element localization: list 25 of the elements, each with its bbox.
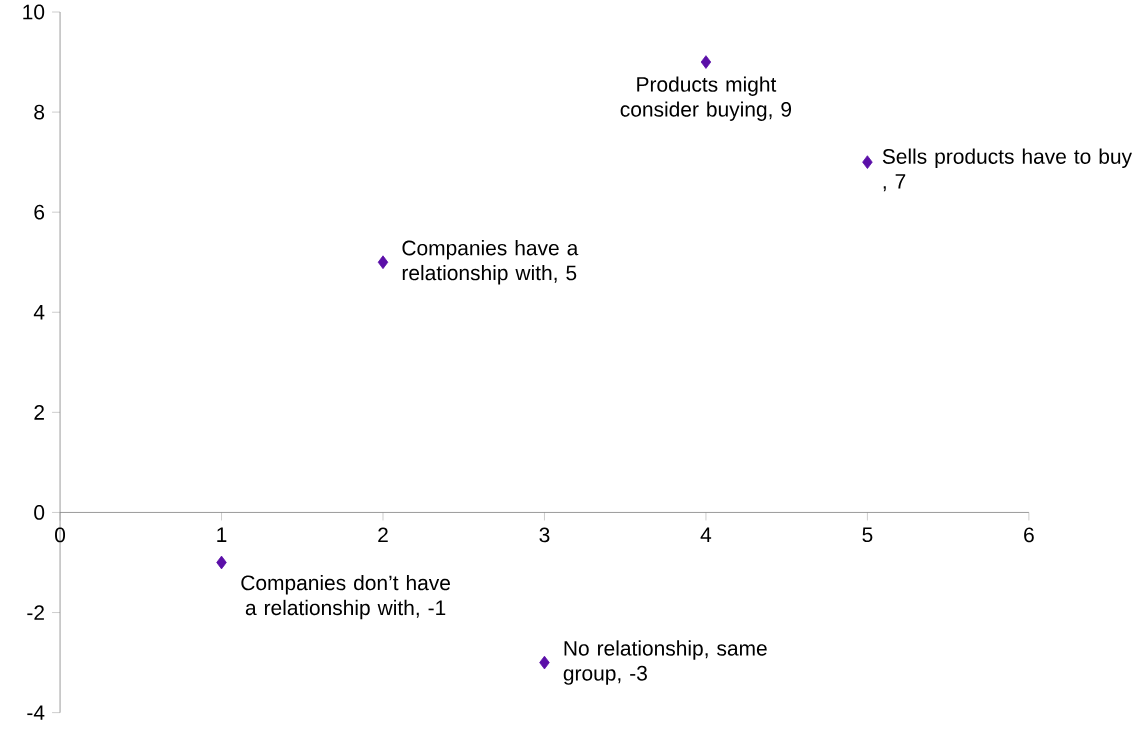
point <box>700 55 712 70</box>
x-tick-label: 0 <box>55 527 66 543</box>
x-tick-label: 2 <box>378 527 388 543</box>
x-tick-label: 1 <box>217 527 227 543</box>
point <box>216 555 227 570</box>
point <box>377 255 389 270</box>
y-tick-label: 4 <box>33 305 45 320</box>
y-tick-label: 6 <box>34 204 45 220</box>
y-tick-label: 0 <box>34 505 45 521</box>
annotation: No relationship, same group, -3 <box>563 640 767 685</box>
y-tick-label: 2 <box>34 405 44 420</box>
x-tick-label: 3 <box>539 527 550 543</box>
x-tick-label: 5 <box>862 527 873 543</box>
annotation: Products might consider buying, 9 <box>620 76 792 122</box>
x-tick-label: 4 <box>700 527 712 543</box>
annotation: Companies don’t have a relationship with, -1 <box>241 575 450 620</box>
point <box>539 655 550 670</box>
point <box>862 155 873 170</box>
y-tick-label: -2 <box>27 605 44 621</box>
y-tick-label: -4 <box>27 705 45 720</box>
y-tick-label: 8 <box>34 104 45 120</box>
y-tick-label: 10 <box>23 4 45 20</box>
annotation: Sells products have to buy , 7 <box>882 148 1132 192</box>
x-tick-label: 6 <box>1024 527 1034 543</box>
annotation: Companies have a relationship with, 5 <box>402 240 579 285</box>
